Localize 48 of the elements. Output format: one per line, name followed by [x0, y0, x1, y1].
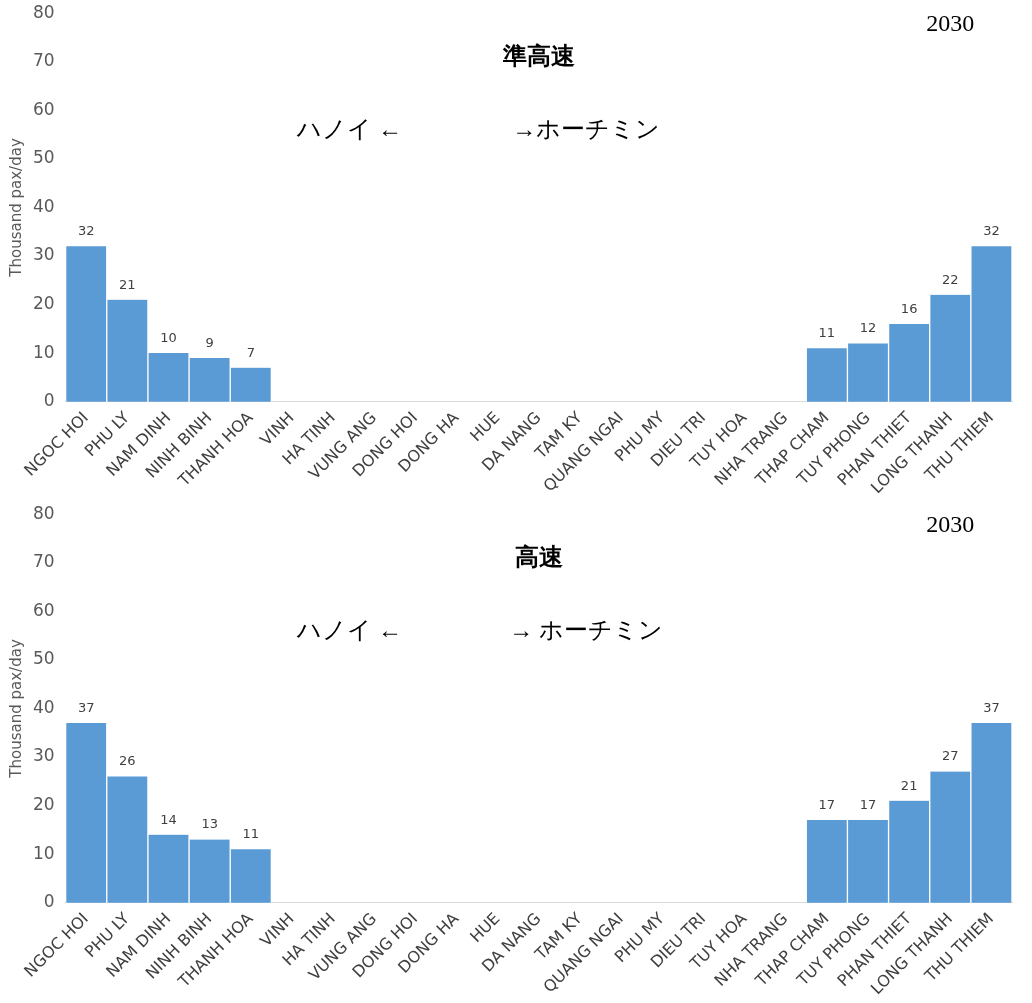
y-tick-label: 60	[32, 98, 55, 119]
data-label: 17	[818, 796, 836, 812]
data-label: 11	[242, 826, 260, 842]
y-tick-label: 10	[32, 842, 55, 863]
text: 準高速	[501, 42, 575, 71]
data-label: 21	[900, 777, 918, 793]
data-label: 27	[942, 748, 959, 764]
data-label: 26	[119, 753, 136, 769]
y-tick-label: 50	[32, 648, 55, 669]
y-tick-label: 70	[32, 551, 55, 572]
data-label: 21	[119, 276, 136, 292]
y-tick-label: 0	[43, 390, 55, 411]
annotation: 2030	[926, 511, 975, 538]
y-tick-label: 10	[32, 341, 55, 362]
y-tick-label: 30	[32, 244, 55, 265]
y-tick-label: 60	[32, 599, 55, 620]
data-label: 37	[77, 699, 95, 715]
text: 高速	[514, 543, 563, 572]
data-label: 10	[160, 329, 177, 345]
data-label: 22	[942, 271, 959, 287]
annotation: → ホーチミン	[509, 617, 664, 644]
data-label: 14	[160, 811, 177, 827]
y-axis-title: Thousand pax/day	[6, 138, 25, 278]
annotation: →ホーチミン	[512, 116, 661, 143]
data-label: 9	[205, 334, 214, 350]
annotation: ハノイ ←	[296, 617, 403, 644]
data-label: 17	[859, 796, 877, 812]
annotation: ハノイ ←	[296, 116, 403, 143]
annotation: 2030	[926, 10, 975, 37]
data-label: 16	[900, 300, 918, 316]
y-tick-label: 80	[32, 502, 55, 523]
data-label: 11	[818, 325, 836, 341]
y-tick-label: 50	[32, 147, 55, 168]
data-label: 12	[859, 320, 877, 336]
y-tick-label: 20	[32, 292, 55, 313]
y-tick-label: 40	[32, 195, 55, 216]
data-label: 32	[983, 223, 1000, 239]
data-label: 32	[77, 223, 95, 239]
data-label: 7	[246, 344, 255, 360]
y-tick-label: 30	[32, 745, 55, 766]
data-label: 13	[201, 816, 218, 832]
data-label: 37	[983, 699, 1000, 715]
y-axis-title: Thousand pax/day	[6, 639, 25, 779]
y-tick-label: 40	[32, 696, 55, 717]
y-tick-label: 70	[32, 50, 55, 71]
y-tick-label: 20	[32, 793, 55, 814]
y-tick-label: 80	[32, 1, 55, 22]
y-tick-label: 0	[43, 891, 55, 912]
